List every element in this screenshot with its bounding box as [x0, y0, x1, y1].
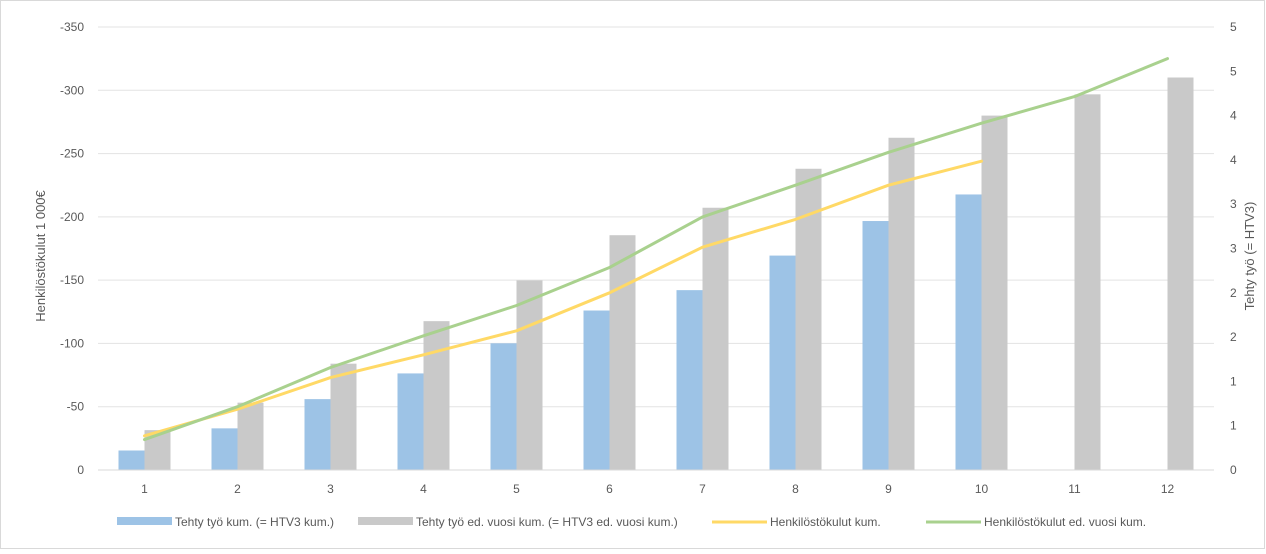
- legend-item: Tehty työ kum. (= HTV3 kum.): [117, 515, 334, 529]
- right-tick-label: 2: [1230, 286, 1237, 300]
- left-tick-label: -250: [60, 147, 84, 161]
- left-tick-label: -200: [60, 210, 84, 224]
- bar-previous: [516, 280, 543, 470]
- left-tick-label: -50: [67, 400, 85, 414]
- bar-previous: [609, 235, 636, 470]
- bar-current: [862, 221, 889, 470]
- x-tick-label: 6: [606, 482, 613, 496]
- x-tick-label: 2: [234, 482, 241, 496]
- right-tick-label: 3: [1230, 197, 1237, 211]
- gridlines: [98, 26, 1214, 408]
- bar-current: [118, 450, 145, 470]
- x-tick-label: 1: [141, 482, 148, 496]
- legend-label: Henkilöstökulut kum.: [770, 515, 881, 529]
- legend-item: Tehty työ ed. vuosi kum. (= HTV3 ed. vuo…: [358, 515, 678, 529]
- x-axis-ticks: 1 2 3 4 5 6 7 8 9 10 11 12: [141, 482, 1174, 496]
- legend: Tehty työ kum. (= HTV3 kum.) Tehty työ ed…: [117, 515, 1146, 529]
- left-tick-label: -150: [60, 273, 84, 287]
- right-tick-label: 1: [1230, 374, 1237, 388]
- bar-previous: [1167, 77, 1194, 470]
- left-tick-label: 0: [77, 463, 84, 477]
- x-tick-label: 12: [1161, 482, 1175, 496]
- bar-previous: [888, 137, 915, 470]
- legend-label: Tehty työ kum. (= HTV3 kum.): [175, 515, 334, 529]
- bar-current: [583, 310, 610, 470]
- bar-previous: [423, 321, 450, 470]
- left-axis-title: Henkilöstökulut 1 000€: [33, 189, 48, 321]
- legend-swatch: [358, 517, 413, 525]
- x-tick-label: 5: [513, 482, 520, 496]
- x-tick-label: 4: [420, 482, 427, 496]
- right-tick-label: 5: [1230, 20, 1237, 34]
- x-tick-label: 8: [792, 482, 799, 496]
- bar-previous: [981, 115, 1008, 470]
- line-previous-costs: [143, 57, 1169, 442]
- bar-previous: [237, 402, 264, 470]
- right-tick-label: 5: [1230, 64, 1237, 78]
- bar-current: [397, 373, 424, 470]
- x-tick-label: 9: [885, 482, 892, 496]
- right-tick-label: 0: [1230, 463, 1237, 477]
- legend-label: Henkilöstökulut ed. vuosi kum.: [984, 515, 1146, 529]
- right-tick-label: 4: [1230, 153, 1237, 167]
- bar-previous: [702, 207, 729, 470]
- line-current-costs: [143, 159, 983, 438]
- legend-label: Tehty työ ed. vuosi kum. (= HTV3 ed. vuo…: [416, 515, 678, 529]
- bar-previous: [330, 363, 357, 470]
- bar-current: [304, 399, 331, 470]
- left-tick-label: -100: [60, 336, 84, 350]
- lines: [143, 57, 1169, 442]
- legend-item: Henkilöstökulut kum.: [712, 515, 881, 529]
- right-tick-label: 4: [1230, 109, 1237, 123]
- x-tick-label: 3: [327, 482, 334, 496]
- bar-current: [955, 194, 982, 471]
- right-tick-label: 2: [1230, 330, 1237, 344]
- bar-current: [211, 428, 238, 470]
- left-tick-label: -300: [60, 83, 84, 97]
- left-tick-label: -350: [60, 20, 84, 34]
- bars: [118, 77, 1194, 471]
- legend-item: Henkilöstökulut ed. vuosi kum.: [926, 515, 1146, 529]
- right-tick-label: 3: [1230, 242, 1237, 256]
- bar-previous: [1074, 94, 1101, 470]
- x-tick-label: 10: [975, 482, 989, 496]
- legend-swatch: [117, 517, 172, 525]
- x-tick-label: 11: [1068, 482, 1081, 496]
- bar-current: [769, 255, 796, 470]
- bar-current: [676, 290, 703, 470]
- left-axis-ticks: 0 -50 -100 -150 -200 -250 -300 -350: [60, 20, 84, 477]
- right-tick-label: 1: [1230, 419, 1237, 433]
- bar-current: [490, 343, 517, 470]
- right-axis-title: Tehty työ (= HTV3): [1242, 202, 1257, 311]
- x-tick-label: 7: [699, 482, 706, 496]
- right-axis-ticks: 0 1 1 2 2 3 3 4 4 5 5: [1230, 20, 1237, 477]
